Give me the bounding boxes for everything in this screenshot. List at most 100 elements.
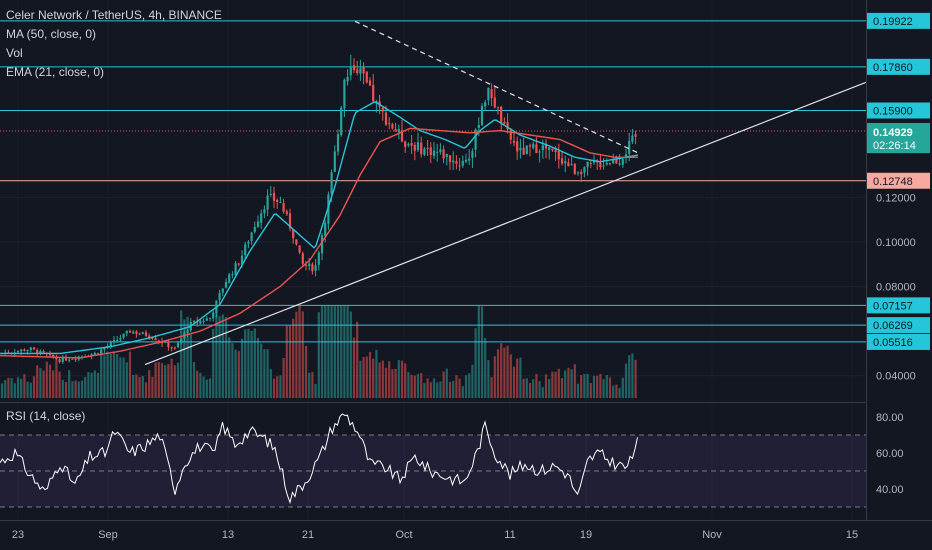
candle-body <box>340 107 343 136</box>
chart-title[interactable]: Celer Network / TetherUS, 4h, BINANCE <box>6 8 222 22</box>
candle-body <box>186 330 189 333</box>
candle-body <box>528 145 532 147</box>
candle-body <box>477 124 480 129</box>
candle-body <box>324 222 327 236</box>
volume-bar <box>624 363 628 398</box>
candle-body <box>445 154 448 158</box>
candle-body <box>352 65 356 70</box>
rsi-line <box>0 413 638 505</box>
volume-bar <box>199 372 202 398</box>
candle-body <box>317 252 320 265</box>
candle-body <box>212 312 215 319</box>
volume-bar <box>628 355 631 398</box>
candle-body <box>442 149 445 159</box>
volume-bar <box>263 349 266 398</box>
rsi-legend[interactable]: RSI (14, close) <box>6 409 86 423</box>
ema-legend[interactable]: EMA (21, close, 0) <box>6 65 105 79</box>
volume-bar <box>544 374 548 398</box>
ma-legend[interactable]: MA (50, close, 0) <box>6 27 97 41</box>
candle-body <box>298 245 301 253</box>
candle-body <box>221 288 224 293</box>
rsi-pane-divider <box>0 402 866 403</box>
candle-body <box>295 239 298 245</box>
volume-legend[interactable]: Vol <box>6 46 23 60</box>
candle-body <box>634 134 637 137</box>
candle-body <box>292 229 295 239</box>
x-tick-label: 13 <box>222 529 234 541</box>
candle-body <box>423 148 426 155</box>
level-lines <box>0 20 866 343</box>
candle-body <box>503 122 506 124</box>
candle-body <box>48 353 52 355</box>
volume-bar <box>292 318 295 398</box>
volume-bar <box>400 360 404 398</box>
candle-body <box>333 151 336 172</box>
candle-body <box>36 349 39 354</box>
candle-body <box>279 201 282 203</box>
candle-body <box>90 354 93 356</box>
candle-body <box>122 333 125 338</box>
volume-bar <box>461 386 464 398</box>
time-axis-border <box>0 520 932 521</box>
volume-bar <box>477 306 480 398</box>
volume-bar <box>573 364 576 398</box>
volume-bar <box>0 383 4 398</box>
rsi-tick-label: 60.00 <box>876 448 904 460</box>
volume-bar <box>272 378 276 398</box>
candle-body <box>346 76 349 82</box>
candle-body <box>538 151 541 153</box>
candle-body <box>384 112 388 125</box>
candle-body <box>468 158 471 161</box>
candle-body <box>487 87 490 101</box>
candle-body <box>144 332 148 336</box>
candle-body <box>29 347 32 350</box>
candle-body <box>96 353 100 355</box>
level-badge <box>867 58 930 75</box>
volume-bar <box>557 368 560 398</box>
volume-bar <box>202 376 205 398</box>
volume-bar <box>589 382 592 398</box>
volume-bar <box>71 381 74 398</box>
volume-bar <box>432 378 436 398</box>
volume-bar <box>301 311 304 398</box>
candle-body <box>544 143 548 149</box>
volume-bar <box>634 359 637 398</box>
volume-bar <box>340 306 343 398</box>
volume-bar <box>327 306 330 398</box>
candle-body <box>314 265 317 271</box>
candle-body <box>580 171 583 175</box>
volume-bar <box>336 306 340 398</box>
volume-bar <box>500 343 503 398</box>
candle-body <box>461 160 464 166</box>
volume-bar <box>333 306 336 398</box>
volume-bar <box>285 325 288 398</box>
volume-bar <box>148 370 151 398</box>
volume-bar <box>228 337 231 398</box>
volume-bar <box>346 306 349 398</box>
volume-bar <box>503 347 506 398</box>
candle-body <box>490 89 493 99</box>
candle-body <box>180 338 183 344</box>
x-tick-label: 23 <box>12 529 24 541</box>
volume-bar <box>471 364 474 398</box>
volume-bar <box>397 360 400 398</box>
candle-body <box>464 159 468 162</box>
candle-body <box>372 84 375 102</box>
candle-body <box>592 160 596 163</box>
volume-bar <box>605 375 608 398</box>
y-tick-label: 0.08000 <box>876 282 916 294</box>
descending-trendline <box>354 20 639 154</box>
candle-body <box>119 338 122 340</box>
volume-bar <box>567 367 570 398</box>
volume-bar <box>276 376 279 398</box>
candle-body <box>496 106 500 108</box>
trendlines <box>144 20 869 366</box>
candle-body <box>532 143 535 148</box>
volume-bar <box>29 382 32 398</box>
candle-body <box>586 161 589 168</box>
volume-bar <box>87 372 90 398</box>
volume-bar <box>535 373 538 398</box>
candle-body <box>170 347 173 349</box>
candle-body <box>484 102 487 107</box>
